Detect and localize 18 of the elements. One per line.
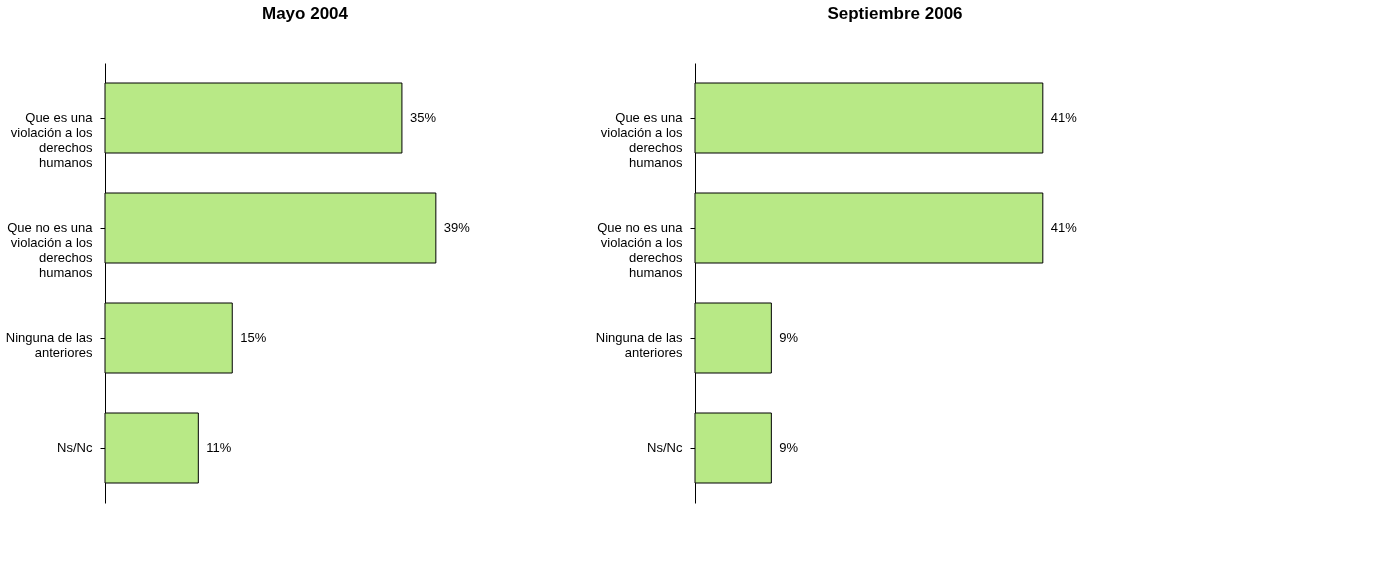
y-tick-label: Que es una violación a los derechos humanos: [10, 110, 94, 170]
y-tick-label: Ninguna de las anteriores: [595, 330, 683, 360]
data-label: 41%: [1050, 220, 1078, 235]
data-label: 15%: [240, 330, 267, 345]
y-tick-label: Ns/Nc: [57, 440, 93, 455]
data-label: 9%: [779, 440, 799, 455]
y-tick-label: Ns/Nc: [647, 440, 683, 455]
data-label: 35%: [409, 110, 437, 125]
data-label: 39%: [443, 220, 471, 235]
chart-title: Septiembre 2006: [827, 4, 963, 23]
data-label: 41%: [1050, 110, 1078, 125]
y-tick-label: Que no es una violación a los derechos humanos: [597, 220, 684, 280]
chart-title: Mayo 2004: [262, 4, 349, 23]
data-label: 11%: [206, 440, 232, 455]
y-tick-label: Ninguna de las anteriores: [5, 330, 93, 360]
y-tick-label: Que no es una violación a los derechos humanos: [7, 220, 94, 280]
y-tick-label: Que es una violación a los derechos humanos: [600, 110, 684, 170]
data-label: 9%: [779, 330, 799, 345]
